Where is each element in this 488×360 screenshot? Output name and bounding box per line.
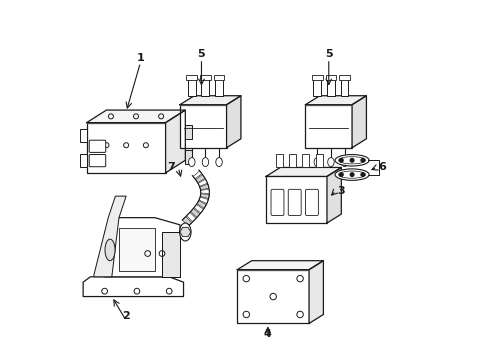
- Ellipse shape: [327, 158, 333, 167]
- Ellipse shape: [202, 158, 208, 167]
- Bar: [340, 78, 348, 96]
- Polygon shape: [308, 261, 323, 323]
- Ellipse shape: [334, 154, 368, 166]
- Text: 6: 6: [378, 162, 386, 172]
- Bar: [326, 78, 334, 96]
- Circle shape: [339, 173, 343, 176]
- Bar: [302, 154, 309, 167]
- Bar: [119, 228, 155, 271]
- Ellipse shape: [334, 169, 368, 180]
- Bar: [187, 78, 195, 96]
- Text: 2: 2: [122, 311, 130, 321]
- Polygon shape: [165, 110, 185, 173]
- Polygon shape: [83, 277, 183, 297]
- Polygon shape: [195, 175, 204, 183]
- Ellipse shape: [215, 158, 222, 167]
- Text: 3: 3: [337, 186, 345, 196]
- Bar: [185, 150, 191, 164]
- Polygon shape: [193, 171, 202, 179]
- Bar: [80, 154, 86, 167]
- Circle shape: [360, 173, 364, 176]
- Bar: [86, 123, 165, 173]
- Bar: [315, 154, 322, 167]
- FancyBboxPatch shape: [270, 189, 284, 216]
- Bar: [305, 105, 351, 148]
- Bar: [339, 75, 349, 80]
- Bar: [80, 129, 86, 142]
- Polygon shape: [186, 212, 196, 222]
- FancyBboxPatch shape: [89, 140, 105, 152]
- Text: 4: 4: [264, 329, 271, 339]
- Ellipse shape: [341, 158, 347, 167]
- Ellipse shape: [313, 158, 320, 167]
- Polygon shape: [265, 167, 341, 176]
- Ellipse shape: [338, 171, 365, 178]
- Ellipse shape: [188, 158, 195, 167]
- Bar: [200, 75, 210, 80]
- Bar: [237, 270, 308, 323]
- Polygon shape: [326, 167, 341, 223]
- Polygon shape: [86, 110, 185, 123]
- Bar: [186, 75, 197, 80]
- Polygon shape: [200, 189, 209, 193]
- Circle shape: [349, 158, 353, 162]
- Bar: [265, 176, 326, 223]
- Bar: [180, 105, 226, 148]
- Polygon shape: [94, 196, 126, 277]
- Text: 7: 7: [167, 162, 175, 172]
- Polygon shape: [226, 96, 241, 148]
- Polygon shape: [200, 194, 209, 199]
- Ellipse shape: [105, 239, 115, 261]
- FancyBboxPatch shape: [305, 189, 318, 216]
- Polygon shape: [199, 197, 208, 203]
- Bar: [311, 75, 322, 80]
- Polygon shape: [351, 96, 366, 148]
- Polygon shape: [180, 96, 241, 105]
- Polygon shape: [104, 218, 180, 277]
- Text: 5: 5: [325, 49, 332, 59]
- Bar: [213, 75, 224, 80]
- Polygon shape: [182, 217, 191, 226]
- Polygon shape: [237, 261, 323, 270]
- Polygon shape: [190, 208, 200, 217]
- Bar: [201, 78, 209, 96]
- Ellipse shape: [179, 223, 191, 241]
- Bar: [325, 75, 336, 80]
- Bar: [185, 125, 191, 139]
- Polygon shape: [197, 201, 206, 208]
- Text: 1: 1: [136, 53, 144, 63]
- Text: 5: 5: [197, 49, 205, 59]
- Circle shape: [339, 158, 343, 162]
- Polygon shape: [162, 232, 180, 277]
- Bar: [288, 154, 296, 167]
- FancyBboxPatch shape: [89, 154, 105, 167]
- Polygon shape: [305, 96, 366, 105]
- Ellipse shape: [338, 157, 365, 164]
- Circle shape: [360, 158, 364, 162]
- Polygon shape: [199, 184, 208, 190]
- Circle shape: [349, 173, 353, 176]
- Bar: [313, 78, 321, 96]
- Polygon shape: [198, 179, 207, 186]
- Polygon shape: [194, 204, 203, 213]
- Bar: [275, 154, 282, 167]
- FancyBboxPatch shape: [287, 189, 301, 216]
- Polygon shape: [180, 228, 190, 237]
- Bar: [215, 78, 223, 96]
